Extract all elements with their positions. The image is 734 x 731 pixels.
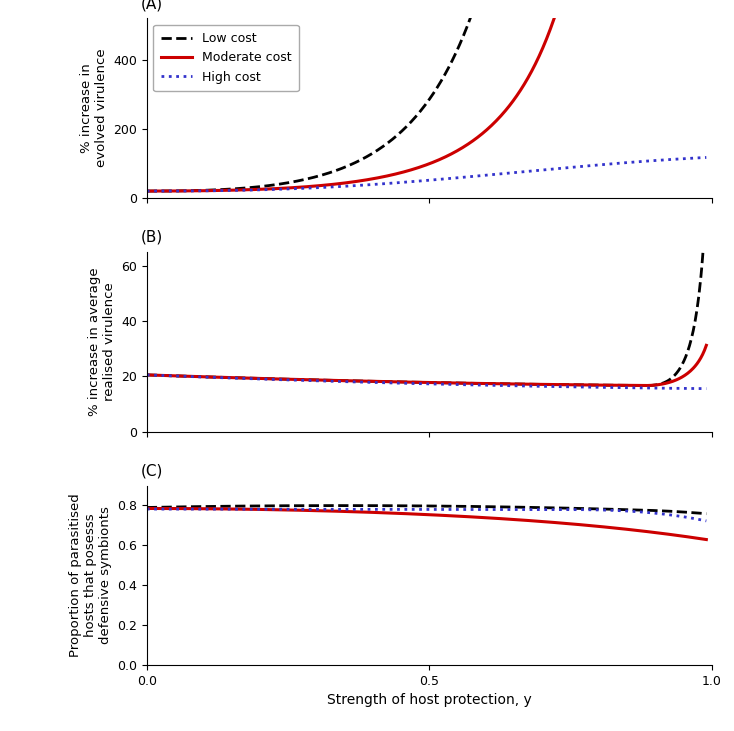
Low cost bbox=[396, 377, 404, 386]
Moderate cost bbox=[516, 86, 525, 94]
Low cost bbox=[564, 380, 573, 389]
Moderate cost bbox=[396, 377, 404, 386]
Moderate cost bbox=[241, 374, 250, 382]
Low cost bbox=[472, 0, 481, 4]
Low cost bbox=[516, 379, 525, 388]
Line: Moderate cost: Moderate cost bbox=[147, 0, 706, 191]
High cost bbox=[472, 505, 481, 514]
Line: High cost: High cost bbox=[147, 509, 706, 521]
High cost bbox=[241, 374, 250, 383]
High cost bbox=[702, 385, 711, 393]
High cost bbox=[286, 184, 295, 193]
Low cost bbox=[642, 381, 650, 390]
Moderate cost bbox=[142, 186, 151, 195]
Text: (A): (A) bbox=[141, 0, 163, 11]
Line: Moderate cost: Moderate cost bbox=[147, 345, 706, 385]
Text: (B): (B) bbox=[141, 230, 164, 245]
Moderate cost bbox=[472, 379, 481, 387]
Line: High cost: High cost bbox=[147, 157, 706, 191]
Line: Low cost: Low cost bbox=[147, 193, 706, 385]
Y-axis label: % increase in average
realised virulence: % increase in average realised virulence bbox=[87, 268, 116, 416]
Low cost bbox=[241, 183, 250, 192]
Moderate cost bbox=[702, 535, 711, 544]
Moderate cost bbox=[472, 512, 481, 521]
X-axis label: Strength of host protection, y: Strength of host protection, y bbox=[327, 694, 531, 708]
Moderate cost bbox=[702, 341, 711, 349]
Low cost bbox=[472, 379, 481, 387]
Low cost bbox=[564, 504, 573, 512]
High cost bbox=[516, 505, 525, 514]
Low cost bbox=[241, 374, 250, 382]
Y-axis label: Proportion of parasitised
hosts that posesss
defensive symbionts: Proportion of parasitised hosts that pos… bbox=[68, 493, 112, 657]
High cost bbox=[396, 178, 404, 187]
Moderate cost bbox=[640, 381, 649, 390]
Low cost bbox=[142, 186, 151, 195]
High cost bbox=[241, 505, 250, 514]
High cost bbox=[516, 167, 525, 176]
Moderate cost bbox=[286, 183, 295, 192]
Low cost bbox=[241, 501, 250, 510]
High cost bbox=[564, 163, 573, 172]
Low cost bbox=[286, 375, 295, 384]
Low cost bbox=[142, 371, 151, 379]
Low cost bbox=[702, 510, 711, 518]
Moderate cost bbox=[286, 375, 295, 384]
Low cost bbox=[142, 503, 151, 512]
High cost bbox=[142, 371, 151, 379]
High cost bbox=[396, 379, 404, 387]
Moderate cost bbox=[142, 504, 151, 513]
Text: (C): (C) bbox=[141, 463, 164, 478]
Moderate cost bbox=[396, 169, 404, 178]
High cost bbox=[142, 504, 151, 513]
High cost bbox=[472, 381, 481, 390]
Low cost bbox=[396, 129, 404, 137]
Low cost bbox=[517, 503, 526, 512]
High cost bbox=[516, 382, 525, 390]
Line: Moderate cost: Moderate cost bbox=[147, 509, 706, 539]
Y-axis label: % increase in
evolved virulence: % increase in evolved virulence bbox=[80, 49, 108, 167]
Moderate cost bbox=[516, 379, 525, 388]
High cost bbox=[396, 505, 404, 514]
High cost bbox=[564, 505, 573, 514]
Moderate cost bbox=[516, 515, 525, 524]
Line: High cost: High cost bbox=[147, 375, 706, 389]
Legend: Low cost, Moderate cost, High cost: Low cost, Moderate cost, High cost bbox=[153, 25, 299, 91]
High cost bbox=[472, 172, 481, 181]
High cost bbox=[702, 153, 711, 162]
Low cost bbox=[286, 501, 295, 510]
High cost bbox=[142, 186, 151, 195]
High cost bbox=[241, 186, 250, 194]
Moderate cost bbox=[564, 380, 573, 389]
Moderate cost bbox=[241, 505, 250, 514]
Moderate cost bbox=[472, 134, 481, 143]
Moderate cost bbox=[241, 186, 250, 194]
Low cost bbox=[702, 189, 711, 197]
Moderate cost bbox=[396, 509, 404, 518]
Low cost bbox=[286, 178, 295, 186]
Low cost bbox=[337, 501, 346, 510]
High cost bbox=[702, 517, 711, 526]
High cost bbox=[286, 505, 295, 514]
Line: Low cost: Low cost bbox=[147, 0, 706, 191]
Moderate cost bbox=[142, 371, 151, 379]
Moderate cost bbox=[564, 519, 573, 528]
Moderate cost bbox=[286, 506, 295, 515]
High cost bbox=[286, 376, 295, 385]
Low cost bbox=[396, 501, 405, 510]
Low cost bbox=[473, 502, 482, 511]
High cost bbox=[564, 382, 573, 391]
Line: Low cost: Low cost bbox=[147, 506, 706, 514]
